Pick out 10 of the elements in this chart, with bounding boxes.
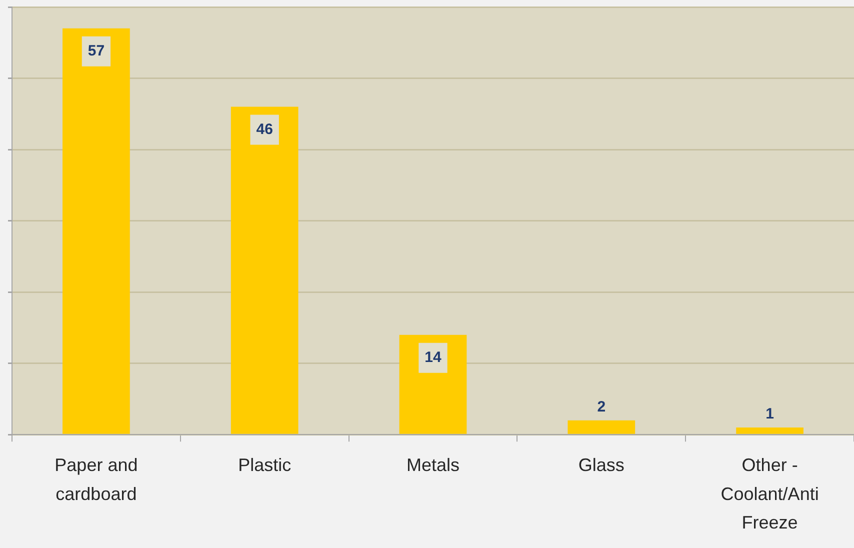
data-label: 2 — [597, 398, 606, 416]
data-label: 46 — [256, 120, 273, 138]
data-label: 57 — [88, 42, 105, 60]
data-label: 14 — [424, 348, 442, 366]
data-label: 1 — [766, 406, 774, 423]
x-tick-label: Other - Coolant/Anti Freeze — [720, 454, 819, 533]
x-tick-label: Glass — [578, 454, 624, 475]
x-tick-label: Paper and cardboard — [54, 454, 138, 504]
x-tick-label: Metals — [406, 454, 460, 475]
x-tick-label: Plastic — [238, 454, 292, 475]
